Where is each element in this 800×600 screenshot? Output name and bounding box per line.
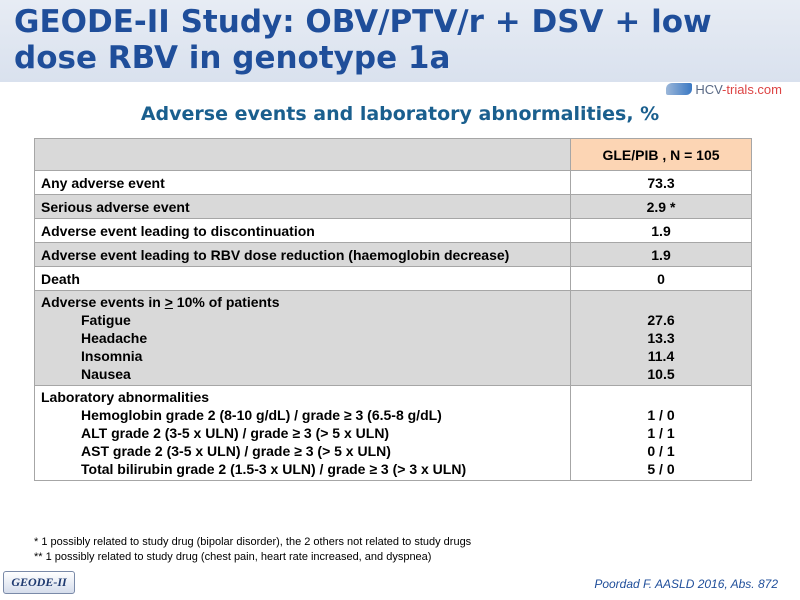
lab-item-label: Hemoglobin grade 2 (8-10 g/dL) / grade ≥… — [81, 407, 442, 423]
row-label: Death — [34, 266, 571, 291]
hcv-trials-logo: HCV-trials.com — [666, 80, 782, 98]
ae-item-label: Fatigue — [81, 312, 131, 328]
ae-group-labels: Adverse events in > 10% of patients Fati… — [34, 290, 571, 386]
slide-subtitle: Adverse events and laboratory abnormalit… — [140, 103, 660, 125]
ae-item-value: 27.6 — [647, 312, 675, 328]
column-header-gle-pib: GLE/PIB , N = 105 — [570, 138, 752, 171]
table-row: Adverse event leading to RBV dose reduct… — [34, 242, 752, 267]
ae-item-value: 10.5 — [647, 366, 675, 382]
lab-item-label: Total bilirubin grade 2 (1.5-3 x ULN) / … — [81, 461, 467, 477]
row-value: 0 — [570, 266, 752, 291]
lab-item-label: ALT grade 2 (3-5 x ULN) / grade ≥ 3 (> 5… — [81, 425, 390, 441]
lab-item-value: 0 / 1 — [647, 443, 675, 459]
citation: Poordad F. AASLD 2016, Abs. 872 — [594, 577, 778, 591]
ae-group-heading: Adverse events in > 10% of patients — [41, 294, 280, 310]
header-blank-cell — [34, 138, 571, 171]
row-label: Any adverse event — [34, 170, 571, 195]
ae-item-value: 13.3 — [647, 330, 675, 346]
slide-title: GEODE-II Study: OBV/PTV/r + DSV + low do… — [14, 4, 712, 76]
table-row: Death 0 — [34, 266, 752, 291]
table-row-lab-group: Laboratory abnormalities Hemoglobin grad… — [34, 385, 752, 481]
study-badge: GEODE-II — [3, 571, 75, 594]
row-value: 2.9 * — [570, 194, 752, 219]
row-label: Serious adverse event — [34, 194, 571, 219]
title-bar: GEODE-II Study: OBV/PTV/r + DSV + low do… — [0, 0, 800, 82]
lab-group-heading: Laboratory abnormalities — [41, 389, 210, 405]
table-row: Serious adverse event 2.9 * — [34, 194, 752, 219]
row-value: 1.9 — [570, 242, 752, 267]
hcv-trials-logo-icon — [666, 83, 693, 95]
table-row-ae-group: Adverse events in > 10% of patients Fati… — [34, 290, 752, 386]
lab-item-value: 1 / 1 — [647, 425, 675, 441]
ae-item-value: 11.4 — [647, 348, 675, 364]
lab-group-labels: Laboratory abnormalities Hemoglobin grad… — [34, 385, 571, 481]
table-header-row: GLE/PIB , N = 105 — [34, 138, 752, 171]
table-row: Adverse event leading to discontinuation… — [34, 218, 752, 243]
ae-item-label: Nausea — [81, 366, 131, 382]
row-value: 1.9 — [570, 218, 752, 243]
lab-item-value: 5 / 0 — [647, 461, 675, 477]
lab-item-value: 1 / 0 — [647, 407, 675, 423]
lab-item-label: AST grade 2 (3-5 x ULN) / grade ≥ 3 (> 5… — [81, 443, 391, 459]
footnote: * 1 possibly related to study drug (bipo… — [34, 536, 472, 548]
ae-group-values: 27.6 13.3 11.4 10.5 — [570, 290, 752, 386]
lab-group-values: 1 / 0 1 / 1 0 / 1 5 / 0 — [570, 385, 752, 481]
logo-text: HCV-trials.com — [695, 81, 782, 97]
row-label: Adverse event leading to discontinuation — [34, 218, 571, 243]
row-label: Adverse event leading to RBV dose reduct… — [34, 242, 571, 267]
row-value: 73.3 — [570, 170, 752, 195]
adverse-events-table: GLE/PIB , N = 105 Any adverse event 73.3… — [34, 138, 752, 481]
footnote: ** 1 possibly related to study drug (che… — [34, 551, 432, 563]
ae-item-label: Insomnia — [81, 348, 143, 364]
footnotes: * 1 possibly related to study drug (bipo… — [34, 535, 471, 565]
ae-item-label: Headache — [81, 330, 148, 346]
table-row: Any adverse event 73.3 — [34, 170, 752, 195]
